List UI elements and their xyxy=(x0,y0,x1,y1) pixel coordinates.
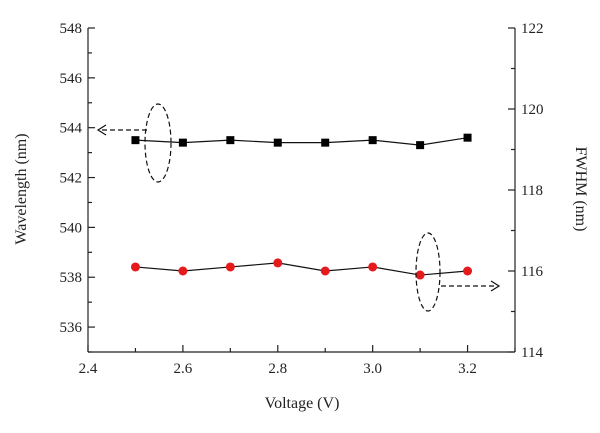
y-tick-label: 536 xyxy=(60,320,83,336)
series-2-line xyxy=(135,262,468,276)
ticks xyxy=(87,27,516,353)
series-1-line xyxy=(135,137,468,146)
series-2-point xyxy=(178,266,188,276)
x-tick-label: 3.2 xyxy=(458,361,477,377)
x-tick-label: 2.4 xyxy=(79,361,98,377)
annotations xyxy=(96,103,501,312)
y-tick-label: 546 xyxy=(60,71,83,87)
y-tick-label: 544 xyxy=(60,121,83,137)
y2-tick-label: 122 xyxy=(521,21,544,37)
x-tick-label: 2.6 xyxy=(174,361,193,377)
series-2-point xyxy=(320,266,330,276)
series-2-point xyxy=(225,262,235,272)
series-1-point xyxy=(273,138,282,147)
series-1-point xyxy=(226,136,235,145)
y-tick-label: 542 xyxy=(60,171,83,187)
x-axis-title: Voltage (V) xyxy=(265,395,340,412)
right-series-indicator-ellipse xyxy=(415,232,441,312)
y-tick-label: 540 xyxy=(60,220,83,236)
y-tick-label: 548 xyxy=(60,21,83,37)
series-2-point xyxy=(463,266,473,276)
series-2-point xyxy=(415,270,425,280)
x-tick-label: 2.8 xyxy=(268,361,287,377)
axes xyxy=(87,28,516,353)
series-1-point xyxy=(321,138,330,147)
left-axis-arrow-head xyxy=(96,124,107,136)
right-axis-arrow-head xyxy=(490,280,501,292)
series-2-point xyxy=(368,262,378,272)
y2-tick-label: 120 xyxy=(521,102,544,118)
series-1-point xyxy=(368,136,377,145)
series-1-point xyxy=(416,141,425,150)
series-group xyxy=(130,133,473,280)
left-series-indicator-ellipse xyxy=(144,103,172,183)
x-tick-label: 3.0 xyxy=(363,361,382,377)
y2-axis-title: FWHM (nm) xyxy=(572,147,589,232)
series-2-point xyxy=(130,262,140,272)
series-1-point xyxy=(178,138,187,147)
series-1-point xyxy=(463,133,472,142)
series-2-point xyxy=(273,258,283,268)
tick-labels: 2.4 2.6 2.8 3.0 3.2 536 538 540 542 544 546 548 114 1… xyxy=(60,21,544,377)
y-tick-label: 538 xyxy=(60,270,83,286)
y2-tick-label: 116 xyxy=(521,264,543,280)
y2-tick-label: 114 xyxy=(521,345,543,361)
y2-tick-label: 118 xyxy=(521,183,543,199)
y-axis-title: Wavelength (nm) xyxy=(13,133,30,244)
series-1-point xyxy=(131,136,140,145)
